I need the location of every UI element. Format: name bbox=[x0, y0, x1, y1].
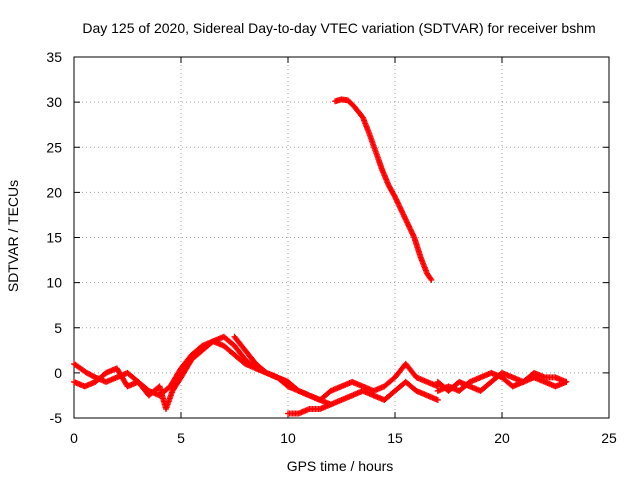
series-trace-4 bbox=[285, 378, 441, 417]
data-point bbox=[428, 276, 435, 283]
y-tick-label: 35 bbox=[46, 49, 62, 65]
x-tick-label: 0 bbox=[70, 430, 78, 446]
y-tick-label: 0 bbox=[54, 365, 62, 381]
x-tick-label: 15 bbox=[387, 430, 403, 446]
data-point bbox=[434, 396, 441, 403]
x-tick-label: 10 bbox=[280, 430, 296, 446]
x-tick-label: 20 bbox=[494, 430, 510, 446]
data-point bbox=[427, 275, 434, 282]
axis-ticks: 0 5 10 15 20 25 -5 0 5 10 15 20 25 30 35 bbox=[46, 49, 617, 446]
y-tick-label: -5 bbox=[50, 410, 63, 426]
chart-title: Day 125 of 2020, Sidereal Day-to-day VTE… bbox=[82, 20, 595, 36]
plot-frame bbox=[73, 56, 610, 419]
y-tick-label: 20 bbox=[46, 184, 62, 200]
series-trace-3 bbox=[231, 333, 441, 403]
y-tick-label: 25 bbox=[46, 139, 62, 155]
y-tick-label: 10 bbox=[46, 275, 62, 291]
y-tick-label: 15 bbox=[46, 230, 62, 246]
series-trace-2 bbox=[71, 338, 334, 412]
data-points bbox=[71, 96, 570, 417]
series-trace-5 bbox=[332, 96, 435, 283]
y-axis-title: SDTVAR / TECUs bbox=[5, 180, 21, 292]
data-point bbox=[563, 378, 570, 385]
grid bbox=[74, 57, 609, 418]
y-tick-label: 5 bbox=[54, 320, 62, 336]
x-tick-label: 25 bbox=[601, 430, 617, 446]
y-tick-label: 30 bbox=[46, 94, 62, 110]
x-tick-label: 5 bbox=[177, 430, 185, 446]
series-trace-7 bbox=[434, 369, 570, 394]
x-axis-title: GPS time / hours bbox=[287, 458, 394, 474]
